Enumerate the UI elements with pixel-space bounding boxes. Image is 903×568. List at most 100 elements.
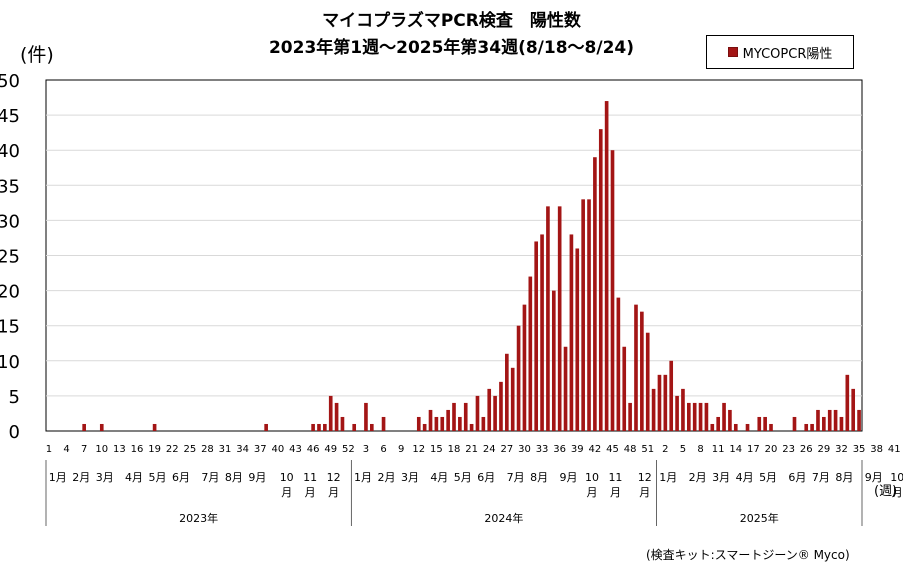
month-label: 10 <box>280 471 294 484</box>
bar <box>422 423 427 431</box>
bar <box>722 402 726 431</box>
month-label: 3月 <box>401 471 419 484</box>
x-tick-label: 40 <box>272 444 285 455</box>
x-tick-label: 24 <box>483 444 496 455</box>
month-label: 6月 <box>477 471 495 484</box>
bar <box>534 241 539 431</box>
month-label-suffix: 月 <box>892 486 903 499</box>
x-tick-label: 5 <box>680 444 686 455</box>
y-tick-label: 40 <box>0 141 20 162</box>
bar <box>340 416 345 431</box>
bar <box>804 423 809 431</box>
bar <box>563 346 568 431</box>
x-tick-label: 12 <box>412 444 425 455</box>
bar <box>440 416 445 431</box>
bar <box>857 409 861 431</box>
chart-title: マイコプラズマPCR検査 陽性数 <box>322 11 581 31</box>
bar <box>369 423 374 431</box>
x-tick-label: 17 <box>747 444 760 455</box>
month-label: 7月 <box>812 471 830 484</box>
bar <box>728 409 732 431</box>
x-tick-label: 43 <box>289 444 302 455</box>
month-label: 1月 <box>354 471 372 484</box>
month-label: 8月 <box>530 471 548 484</box>
bar <box>452 402 456 431</box>
bar <box>687 402 691 431</box>
bar <box>833 409 838 431</box>
month-label: 4月 <box>736 471 754 484</box>
bar <box>593 157 597 431</box>
bar <box>839 416 844 431</box>
month-label: 1月 <box>659 471 677 484</box>
x-tick-label: 52 <box>342 444 355 455</box>
x-tick-label: 9 <box>398 444 404 455</box>
bar <box>698 402 703 431</box>
x-tick-label: 25 <box>183 444 196 455</box>
x-tick-label: 30 <box>518 444 531 455</box>
bar <box>827 409 832 431</box>
bar <box>323 423 327 431</box>
x-tick-label: 1 <box>46 444 52 455</box>
bar <box>540 234 544 431</box>
bar <box>82 423 86 431</box>
x-tick-label: 33 <box>536 444 549 455</box>
x-tick-label: 16 <box>131 444 144 455</box>
x-tick-label: 22 <box>166 444 179 455</box>
bar <box>557 206 562 431</box>
bar <box>692 402 697 431</box>
month-label: 1月 <box>49 471 67 484</box>
month-label: 10 <box>585 471 599 484</box>
bar <box>505 353 509 431</box>
x-tick-label: 51 <box>641 444 654 455</box>
x-tick-label: 2 <box>662 444 668 455</box>
y-tick-label: 10 <box>0 352 20 373</box>
month-label: 9月 <box>248 471 266 484</box>
bar <box>757 416 762 431</box>
bar <box>463 402 468 431</box>
bar <box>569 234 574 431</box>
bar <box>516 325 521 431</box>
month-label-suffix: 月 <box>639 486 650 499</box>
y-tick-label: 15 <box>0 317 20 338</box>
footer-note: (検査キット:スマートジーン® Myco) <box>646 548 850 562</box>
bar <box>745 423 750 431</box>
x-tick-label: 41 <box>888 444 901 455</box>
x-tick-label: 8 <box>697 444 703 455</box>
year-label: 2023年 <box>179 511 218 525</box>
y-tick-label: 20 <box>0 282 20 303</box>
y-tick-label: 25 <box>0 247 20 268</box>
bar <box>845 374 850 431</box>
x-tick-label: 31 <box>219 444 232 455</box>
bar <box>675 395 679 431</box>
x-tick-label: 11 <box>712 444 725 455</box>
bar <box>622 346 627 431</box>
bar <box>381 416 386 431</box>
year-label: 2025年 <box>740 511 779 525</box>
x-tick-label: 27 <box>500 444 513 455</box>
x-tick-label: 6 <box>380 444 386 455</box>
month-label: 3月 <box>712 471 730 484</box>
legend-swatch <box>727 47 738 57</box>
bar <box>328 395 333 431</box>
x-tick-label: 26 <box>800 444 813 455</box>
y-tick-label: 30 <box>0 211 20 232</box>
month-label-suffix: 月 <box>586 486 597 499</box>
bar <box>704 402 709 431</box>
month-label: 8月 <box>835 471 853 484</box>
bar <box>446 409 450 431</box>
bar <box>604 101 609 431</box>
month-label: 6月 <box>788 471 806 484</box>
month-label: 7月 <box>201 471 219 484</box>
bar <box>352 423 357 431</box>
bar <box>434 416 439 431</box>
x-tick-label: 49 <box>324 444 337 455</box>
y-tick-label: 0 <box>9 422 20 443</box>
bar <box>651 388 656 431</box>
bar <box>522 304 527 431</box>
bar <box>510 367 515 431</box>
bar <box>610 150 615 431</box>
bar <box>763 416 767 431</box>
x-tick-label: 46 <box>307 444 320 455</box>
month-label: 11 <box>608 471 622 484</box>
x-tick-label: 38 <box>870 444 883 455</box>
